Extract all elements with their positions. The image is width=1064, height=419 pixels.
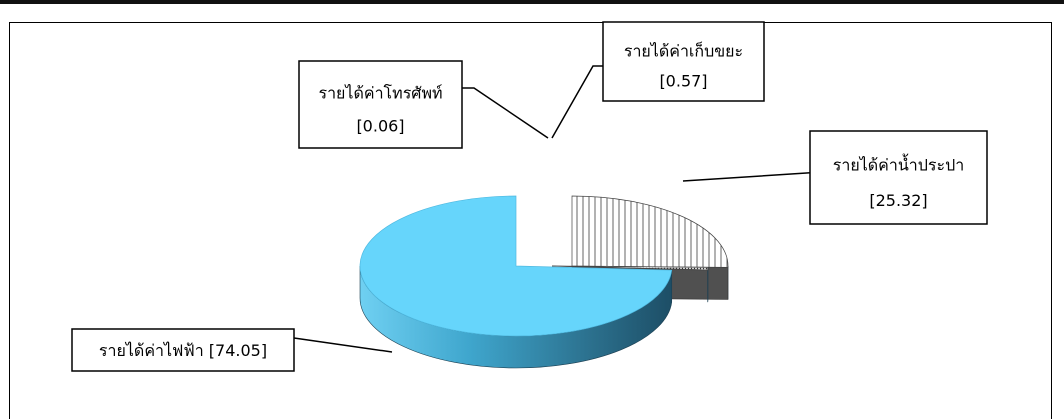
leader-line-2: [462, 87, 549, 139]
data-label-text: รายได้ค่าไฟฟ้า [74.05]: [99, 341, 267, 360]
top-border-strip: [0, 0, 1064, 4]
pie-slice-top-2: [551, 265, 709, 271]
data-label-2: รายได้ค่าโทรศัพท์ [0.06]: [298, 60, 463, 149]
data-label-value: [0.57]: [659, 71, 707, 90]
data-label-category: รายได้ค่าเก็บขยะ: [624, 40, 743, 60]
pie-slice-2: [551, 265, 709, 303]
data-label-value: [0.06]: [356, 116, 404, 135]
data-label-box: [809, 130, 988, 225]
pie-slice-1: [359, 195, 673, 369]
pie-slices-layer: [359, 195, 729, 369]
data-label-category: รายได้ค่าน้ำประปา: [833, 153, 964, 174]
data-label-4: รายได้ค่าน้ำประปา [25.32]: [809, 130, 988, 225]
leader-line-1: [293, 337, 393, 353]
data-label-box: [602, 21, 765, 102]
data-label-value: [25.32]: [869, 191, 927, 210]
pie-slice-top-1: [359, 195, 673, 337]
data-label-3: รายได้ค่าเก็บขยะ [0.57]: [602, 21, 765, 102]
leader-line-4: [682, 171, 823, 182]
pie-slice-top-4: [571, 195, 729, 268]
data-label-box: [298, 60, 463, 149]
data-label-1: รายได้ค่าไฟฟ้า [74.05]: [71, 328, 295, 372]
data-labels-layer: รายได้ค่าไฟฟ้า [74.05] รายได้ค่าโทรศัพท์ […: [71, 21, 988, 372]
data-label-category: รายได้ค่าโทรศัพท์: [318, 83, 442, 102]
data-label-box: [71, 328, 295, 372]
leader-line-3: [551, 65, 603, 139]
